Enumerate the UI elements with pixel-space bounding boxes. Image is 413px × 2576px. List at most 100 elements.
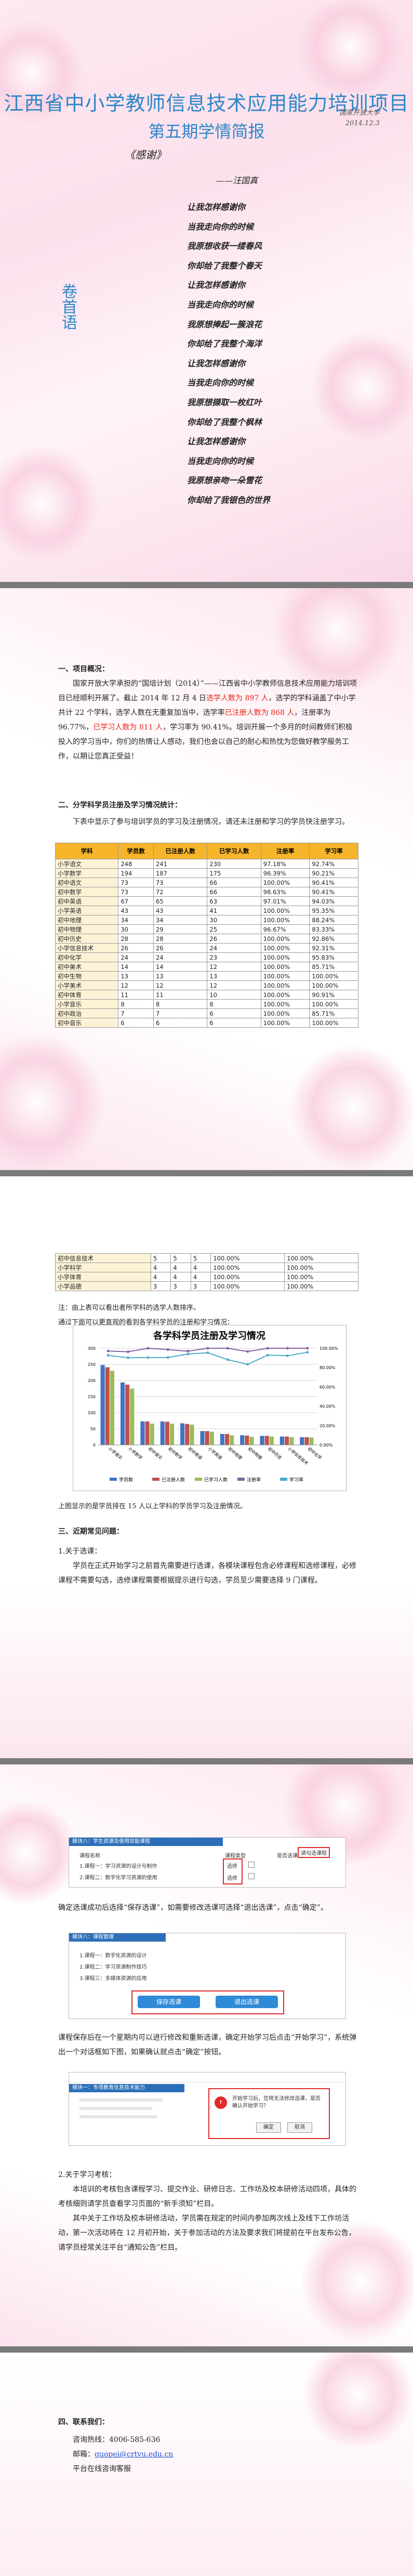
- bar: [309, 1437, 314, 1445]
- line-point: [306, 1347, 309, 1350]
- type-2: 选修: [227, 1876, 237, 1881]
- module-header: 模块八：学生资源及使用技能课程: [69, 1838, 223, 1846]
- course-row-3: 3.课程三：多媒体资源的应用: [79, 1976, 147, 1982]
- table-cell: 65: [153, 896, 208, 906]
- table-cell: 24: [118, 952, 154, 962]
- table-cell: 241: [153, 859, 208, 869]
- col-course-type: 课程类型: [225, 1853, 246, 1859]
- table-cell: 248: [118, 859, 154, 869]
- table-cell: 63: [207, 896, 261, 906]
- course-checkbox[interactable]: [248, 1862, 255, 1868]
- x-tick-label: 初中数学: [167, 1446, 183, 1460]
- table-cell: 13: [118, 971, 154, 981]
- text-span: ，选学的学科涵盖了中小学共计 22 个学科，选学人数在无重复加当中，选学率: [58, 694, 356, 717]
- table-cell: 14: [153, 962, 208, 972]
- table-row: 小学品德 3 3 3 100.00% 100.00%: [55, 1281, 358, 1291]
- table-cell: 100.00%: [260, 1018, 310, 1028]
- table-cell: 小学英语: [55, 906, 119, 915]
- exit-course-button[interactable]: 退出选课: [216, 1996, 278, 2008]
- table-cell: 小学语文: [55, 859, 119, 869]
- table-cell: 4: [150, 1263, 171, 1272]
- placeholder-line: [79, 2099, 163, 2102]
- newsletter-title: 江西省中小学教师信息技术应用能力培训项目: [4, 92, 409, 115]
- dialog-cancel-button[interactable]: 取消: [287, 2122, 312, 2133]
- table-cell: 4: [170, 1263, 191, 1272]
- poem-line: 让我怎样感谢你: [187, 358, 246, 368]
- y-tick-label: 250: [88, 1362, 96, 1367]
- y-tick-label: 150: [88, 1395, 96, 1399]
- table-cell: 小学数学: [55, 868, 119, 878]
- table-cell: 初中美术: [55, 962, 119, 972]
- course-row-1: 1.课程一：数字化资源的设计: [79, 1953, 147, 1959]
- column-header: 注册率: [260, 843, 310, 859]
- module-tab[interactable]: 模块一：专项教育信息技术能力: [69, 2084, 184, 2092]
- column-header: 学科: [55, 843, 119, 859]
- stats-table-continued: 初中信息技术 5 5 5 100.00% 100.00% 小学科学 4 4 4 100.00% 100…: [55, 1253, 358, 1291]
- poem-line: 你却给了我整个春天: [187, 260, 262, 271]
- table-row: 初中体育 11 11 10 100.00% 90.91%: [55, 990, 358, 1000]
- q1-save-paragraph: 确定选课成功后选择“保存选课”，如需要修改选课可选择“退出选课”，点击“确定”。: [58, 1904, 328, 1912]
- bar: [220, 1433, 224, 1445]
- table-cell: 6: [153, 1018, 208, 1028]
- email-link[interactable]: guopei@crtvu.edu.cn: [95, 2450, 174, 2459]
- poem-line: 我原想亲吻一朵雪花: [187, 475, 262, 486]
- table-row: 初中信息技术 5 5 5 100.00% 100.00%: [55, 1253, 358, 1263]
- bar: [190, 1424, 194, 1445]
- line-point: [246, 1350, 249, 1353]
- line-point: [127, 1356, 130, 1359]
- table-cell: 初中地理: [55, 915, 119, 925]
- table-cell: 5: [150, 1253, 171, 1263]
- bar: [285, 1436, 289, 1445]
- stats-table: 学科 学员数 已注册人数 已学习人数 注册率 学习率 小学语文 248 241 230 97.18…: [55, 843, 358, 1028]
- blossom-decoration: [291, 1045, 413, 1170]
- line-point: [226, 1358, 229, 1361]
- line-point: [127, 1350, 130, 1353]
- save-course-button[interactable]: 保存选课: [138, 1996, 200, 2008]
- line-point: [206, 1347, 209, 1350]
- bar: [200, 1431, 205, 1445]
- table-cell: 29: [153, 924, 208, 934]
- table-row: 小学科学 4 4 4 100.00% 100.00%: [55, 1263, 358, 1272]
- bar: [105, 1367, 110, 1445]
- table-cell: 初中语文: [55, 878, 119, 887]
- table-cell: 100.00%: [260, 915, 310, 925]
- bar: [300, 1437, 304, 1445]
- table-cell: 100.00%: [260, 952, 310, 962]
- table-cell: 5: [190, 1253, 211, 1263]
- table-cell: 100.00%: [309, 1018, 358, 1028]
- placeholder-line: [79, 2115, 157, 2118]
- poem-line: 我原想捧起一簇浪花: [187, 319, 262, 329]
- chart-intro: 通过下面可以更直观的看到各学科学员的注册和学习情况：: [58, 1319, 234, 1326]
- legend-swatch: [152, 1478, 159, 1481]
- table-cell: 43: [153, 906, 208, 915]
- table-cell: 5: [170, 1253, 191, 1263]
- table-cell: 小学信息技术: [55, 943, 119, 953]
- table-cell: 100.00%: [260, 878, 310, 887]
- table-row: 小学体育 4 4 4 100.00% 100.00%: [55, 1272, 358, 1282]
- course-checkbox[interactable]: [248, 1873, 255, 1879]
- poem-line: 你却给了我整个海洋: [187, 339, 262, 349]
- table-cell: 初中信息技术: [55, 1253, 151, 1263]
- table-cell: 100.00%: [260, 962, 310, 972]
- table-cell: 10: [207, 990, 261, 1000]
- legend-label: 已注册人数: [162, 1477, 185, 1483]
- x-tick-label: 小学信息技术: [287, 1446, 309, 1466]
- table-cell: 11: [118, 990, 154, 1000]
- poem-lines: 让我怎样感谢你 当我走向你的时候 我原想收获一缕春风 你却给了我整个春天 让我怎样感谢你…: [187, 197, 343, 510]
- table-cell: 97.01%: [260, 896, 310, 906]
- table-cell: 97.18%: [260, 859, 310, 869]
- table-row: 小学美术 12 12 12 100.00% 100.00%: [55, 980, 358, 990]
- publish-date: 2014.12.3: [345, 119, 380, 127]
- table-cell: 88.24%: [309, 915, 358, 925]
- dialog-ok-button[interactable]: 确定: [256, 2122, 281, 2133]
- q2-block: 2.关于学习考核： 本培训的考核包含课程学习、提交作业、研修日志、工作坊及校本研…: [58, 2168, 359, 2255]
- section1-heading: 一、项目概况：: [58, 665, 109, 673]
- page-overview: 一、项目概况： 国家开放大学承担的“国培计划（2014）”——江西省中小学教师信…: [0, 588, 413, 1170]
- poem-line: 当我走向你的时候: [187, 378, 254, 388]
- table-cell: 24: [207, 943, 261, 953]
- poem-line: 我原想撷取一枚红叶: [187, 397, 262, 407]
- table-cell: 初中英语: [55, 896, 119, 906]
- chart-title: 各学科学员注册及学习情况: [153, 1330, 265, 1342]
- line-point: [146, 1356, 150, 1359]
- q1-confirm-paragraph: 课程保存后在一个星期内可以进行修改和重新选课，确定开始学习后点击“开始学习”，系…: [58, 2034, 357, 2056]
